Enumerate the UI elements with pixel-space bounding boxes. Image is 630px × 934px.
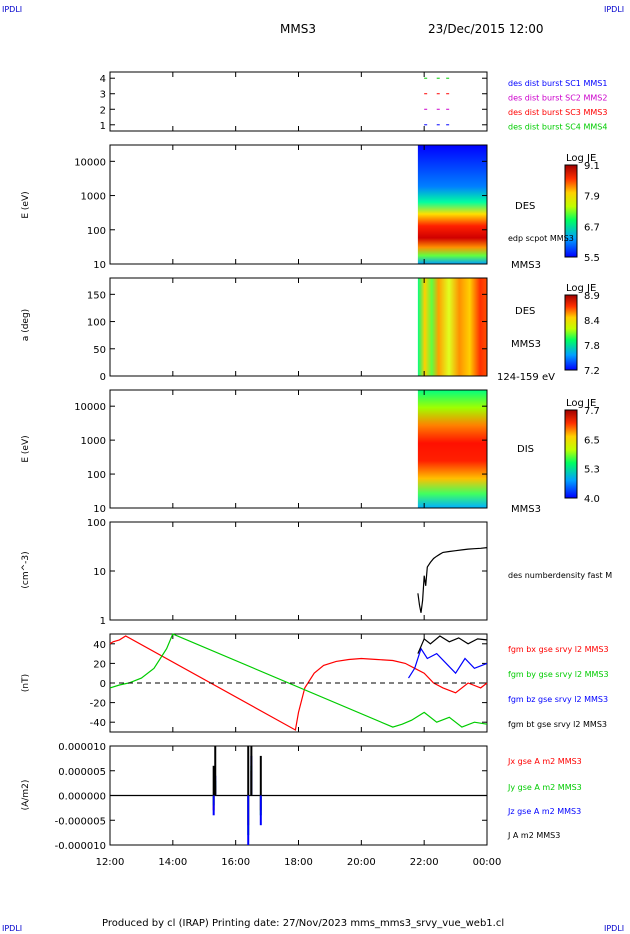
colorbar-tick-label: 8.9 (584, 291, 600, 302)
y-tick-label: 2 (100, 105, 106, 116)
y-tick-label: 0 (100, 372, 106, 383)
legend-entry: Jy gse A m2 MMS3 (507, 783, 582, 792)
y-tick-label: 100 (87, 518, 106, 529)
colorbar-tick-label: 7.9 (584, 192, 600, 203)
time-tick-label: 12:00 (96, 857, 125, 868)
burst-legend-entry: des dist burst SC1 MMS1 (508, 79, 607, 88)
y-tick-label: -40 (90, 718, 106, 729)
corner-label-bottom-left: IPDLI (2, 924, 23, 933)
colorbar-tick-label: 7.8 (584, 341, 600, 352)
colorbar-tick-label: 5.5 (584, 253, 600, 264)
datetime-title: 23/Dec/2015 12:00 (428, 22, 544, 36)
time-tick-label: 18:00 (284, 857, 313, 868)
spacecraft-title: MMS3 (280, 22, 316, 36)
colorbar-title: Log JE (566, 398, 596, 409)
y-tick-label: 10000 (74, 402, 106, 413)
y-tick-label: 0.000000 (58, 792, 106, 803)
colorbar-tick-label: 9.1 (584, 161, 600, 172)
colorbar-tick-label: 7.2 (584, 366, 600, 377)
legend-entry: Jx gse A m2 MMS3 (507, 757, 582, 766)
colorbar (564, 164, 578, 258)
time-tick-label: 16:00 (221, 857, 250, 868)
burst-legend-entry: des dist burst SC3 MMS3 (508, 108, 607, 117)
side-label: DES (515, 201, 535, 212)
time-tick-label: 14:00 (158, 857, 187, 868)
side-label: 124-159 eV (497, 372, 555, 383)
y-tick-label: 50 (93, 345, 106, 356)
y-tick-label: 0.000010 (58, 742, 106, 753)
legend-entry: fgm bz gse srvy l2 MMS3 (508, 695, 608, 704)
y-tick-label: 100 (87, 318, 106, 329)
time-tick-label: 00:00 (473, 857, 502, 868)
colorbar (564, 409, 578, 499)
colorbar-tick-label: 8.4 (584, 316, 600, 327)
time-tick-label: 22:00 (410, 857, 439, 868)
y-tick-label: -0.000010 (55, 841, 106, 852)
y-tick-label: 0 (100, 679, 106, 690)
y-tick-label: 0.000005 (58, 767, 106, 778)
colorbar-tick-label: 6.7 (584, 222, 600, 233)
legend-entry: J A m2 MMS3 (507, 831, 560, 840)
colorbar-tick-label: 6.5 (584, 435, 600, 446)
series-line (109, 635, 488, 731)
side-label: DES (515, 306, 535, 317)
y-tick-label: 1 (100, 616, 106, 627)
legend-entry: fgm by gse srvy l2 MMS3 (508, 670, 609, 679)
y-tick-label: 1000 (81, 192, 106, 203)
corner-label-top-right: IPDLI (604, 5, 625, 14)
panel-frame (109, 521, 488, 621)
side-label: edp scpot MMS3 (508, 234, 574, 243)
series-line (417, 547, 488, 613)
series-line (109, 633, 488, 728)
y-tick-label: 40 (93, 640, 106, 651)
y-tick-label: 10000 (74, 157, 106, 168)
time-tick-label: 20:00 (347, 857, 376, 868)
y-tick-label: 10 (93, 260, 106, 271)
colorbar-tick-label: 5.3 (584, 465, 600, 476)
y-tick-label: 1000 (81, 436, 106, 447)
y-tick-label: 100 (87, 226, 106, 237)
y-tick-label: 10 (93, 567, 106, 578)
corner-label-bottom-right: IPDLI (604, 924, 625, 933)
y-tick-label: 10 (93, 504, 106, 515)
legend-entry: des numberdensity fast M (508, 571, 612, 580)
side-label: DIS (517, 444, 534, 455)
y-tick-label: 3 (100, 90, 106, 101)
side-label: MMS3 (511, 339, 541, 350)
heatmap-region (417, 145, 487, 264)
legend-entry: fgm bt gse srvy l2 MMS3 (508, 720, 607, 729)
heatmap-region (417, 278, 487, 376)
side-label: MMS3 (511, 504, 541, 515)
y-tick-label: -20 (90, 699, 106, 710)
series-line (417, 635, 488, 654)
colorbar-title: Log JE (566, 283, 596, 294)
y-tick-label: 150 (87, 290, 106, 301)
burst-legend-entry: des dist burst SC4 MMS4 (508, 123, 607, 132)
y-tick-label: 100 (87, 470, 106, 481)
colorbar (564, 294, 578, 371)
y-tick-label: 20 (93, 659, 106, 670)
y-tick-label: 4 (100, 74, 106, 85)
panel-frame (109, 71, 488, 132)
footer-text: Produced by cl (IRAP) Printing date: 27/… (102, 918, 505, 929)
y-tick-label: -0.000005 (55, 816, 106, 827)
burst-legend-entry: des dist burst SC2 MMS2 (508, 94, 607, 103)
heatmap-region (417, 390, 487, 508)
side-label: MMS3 (511, 260, 541, 271)
colorbar-tick-label: 4.0 (584, 494, 600, 505)
colorbar-title: Log JE (566, 153, 596, 164)
series-line (407, 647, 488, 679)
colorbar-tick-label: 7.7 (584, 406, 600, 417)
legend-entry: Jz gse A m2 MMS3 (507, 807, 581, 816)
y-tick-label: 1 (100, 121, 106, 132)
corner-label-top-left: IPDLI (2, 5, 23, 14)
legend-entry: fgm bx gse srvy l2 MMS3 (508, 645, 609, 654)
